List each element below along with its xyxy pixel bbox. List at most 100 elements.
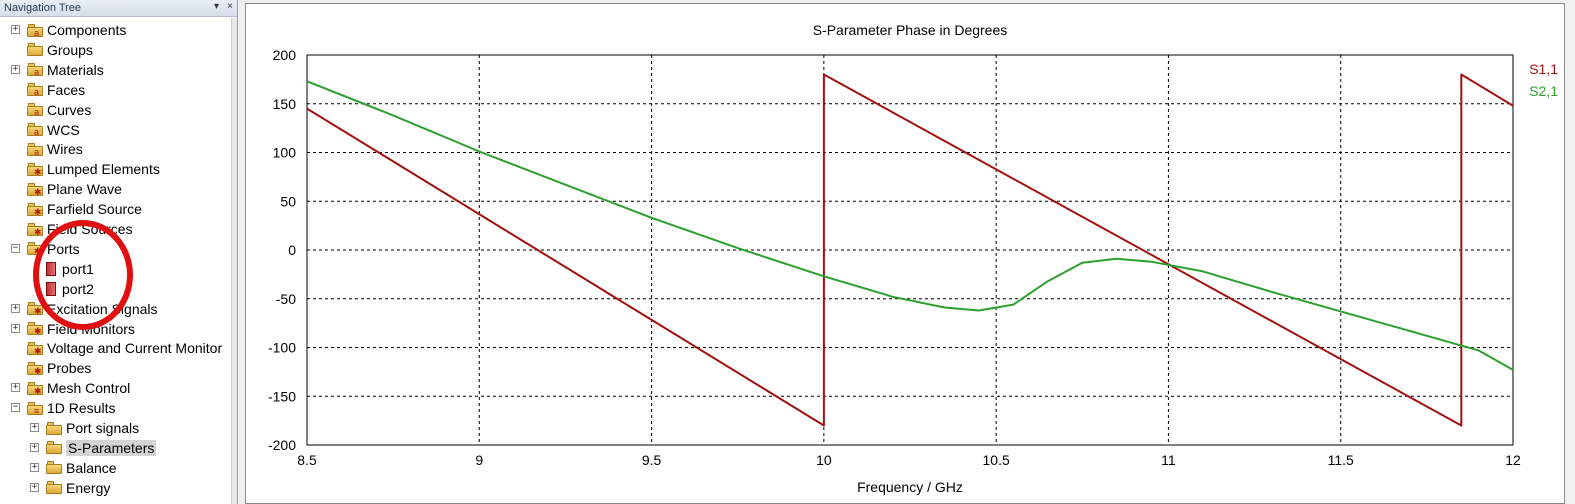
tree-item-balance[interactable]: + Balance: [30, 458, 117, 478]
folder-icon: a: [27, 142, 43, 156]
folder-icon: a: [27, 23, 43, 37]
tree-item-label: Excitation Signals: [47, 300, 158, 317]
folder-icon: ✱: [27, 182, 43, 196]
y-tick-label: -100: [268, 340, 296, 356]
x-tick-label: 11: [1161, 452, 1176, 468]
tree-item-label: WCS: [47, 121, 80, 138]
folder-icon: [46, 461, 62, 475]
expand-icon[interactable]: +: [11, 24, 20, 34]
collapse-icon[interactable]: −: [11, 242, 20, 253]
tree-item-excitation-signals[interactable]: + ✱ Excitation Signals: [11, 299, 158, 319]
tree-item-wcs[interactable]: a WCS: [27, 120, 80, 140]
tree-item-label: Voltage and Current Monitor: [47, 340, 223, 357]
navigation-tree-panel: Navigation Tree ▾ × + a Components Groups + a…: [0, 0, 238, 504]
tree-item-farfield-source[interactable]: ✱ Farfield Source: [27, 199, 142, 219]
chart-svg: 8.5 9 9.5 10 10.5 11 11.5 12 200 150 100 50 0 -50 -100…: [268, 22, 1558, 495]
x-tick-label: 9.5: [642, 452, 662, 468]
tree-item-groups[interactable]: Groups: [27, 40, 93, 60]
expand-icon[interactable]: +: [11, 322, 20, 333]
y-tick-label: -200: [268, 437, 296, 453]
tree-item-lumped-elements[interactable]: ✱ Lumped Elements: [27, 159, 160, 179]
tree-item-energy[interactable]: + Energy: [30, 478, 110, 498]
y-tick-label: 0: [288, 242, 296, 258]
folder-icon: ✱: [27, 361, 43, 375]
tree-item-wires[interactable]: a Wires: [27, 139, 83, 159]
port-icon: [46, 281, 56, 296]
tree-item-plane-wave[interactable]: ✱ Plane Wave: [27, 179, 122, 199]
expand-icon[interactable]: +: [30, 441, 39, 452]
tree-item-label: Plane Wave: [47, 181, 122, 198]
x-tick-label: 8.5: [297, 452, 317, 468]
y-tick-label: 150: [273, 96, 297, 112]
tree-item-materials[interactable]: + a Materials: [11, 60, 104, 80]
tree-item-label: Ports: [47, 240, 80, 257]
folder-icon: [46, 421, 62, 435]
tree-item-label: Wires: [47, 141, 83, 158]
tree-item-label: Port signals: [66, 420, 140, 436]
series-line-S1-1: [306, 73, 1514, 427]
folder-icon: a: [27, 83, 43, 97]
x-tick-label: 11.5: [1328, 452, 1354, 468]
y-tick-label: 200: [273, 47, 297, 63]
tree-item-label: Faces: [47, 81, 86, 98]
x-tick-label: 9: [475, 452, 483, 468]
expand-icon[interactable]: +: [30, 461, 39, 472]
folder-icon: a: [27, 123, 43, 137]
folder-icon: ✱: [27, 202, 43, 216]
tree-item-1d-results[interactable]: − ≡ 1D Results: [11, 398, 116, 418]
collapse-icon[interactable]: −: [11, 402, 20, 413]
folder-icon: ≡: [27, 401, 43, 415]
navigation-tree-header: Navigation Tree ▾ ×: [0, 0, 237, 17]
tree-item-label: Materials: [47, 61, 104, 78]
y-tick-label: 100: [273, 145, 297, 161]
tree-item-label: S-Parameters: [66, 439, 157, 456]
x-tick-label: 12: [1505, 452, 1521, 468]
tree-item-curves[interactable]: a Curves: [27, 100, 91, 120]
close-icon[interactable]: ×: [227, 1, 233, 12]
tree-item-label: Curves: [47, 101, 92, 118]
x-axis-label: Frequency / GHz: [857, 479, 963, 495]
tree-item-s-parameters[interactable]: + S-Parameters: [30, 438, 157, 458]
expand-icon[interactable]: +: [30, 481, 39, 492]
dropdown-icon[interactable]: ▾: [213, 1, 219, 12]
expand-icon[interactable]: +: [11, 63, 20, 74]
y-tick-label: 50: [280, 193, 296, 209]
folder-icon: ✱: [27, 302, 43, 316]
tree-item-faces[interactable]: a Faces: [27, 80, 85, 100]
tree-item-label: port1: [62, 260, 94, 277]
expand-icon[interactable]: +: [30, 422, 39, 432]
vertical-scrollbar[interactable]: [231, 18, 237, 504]
plot-frame: [306, 54, 1514, 446]
y-tick-label: -50: [276, 291, 296, 307]
x-tick-label: 10: [816, 452, 832, 468]
tree-item-label: Farfield Source: [47, 201, 142, 218]
tree-item-label: Probes: [47, 360, 92, 377]
tree-item-probes[interactable]: ✱ Probes: [27, 358, 91, 378]
tree-item-label: Mesh Control: [47, 380, 131, 397]
tree-item-port1[interactable]: port1: [46, 259, 94, 279]
tree-item-components[interactable]: + a Components: [11, 20, 127, 40]
plot-panel: 8.5 9 9.5 10 10.5 11 11.5 12 200 150 100 50 0 -50 -100…: [245, 3, 1565, 504]
legend-entry: S1,1: [1529, 61, 1558, 77]
tree-item-voltage-and-current-monitor[interactable]: ✱ Voltage and Current Monitor: [27, 338, 222, 358]
tree-item-label: Lumped Elements: [47, 161, 160, 178]
folder-icon: ✱: [27, 381, 43, 395]
tree-item-port-signals[interactable]: + Port signals: [30, 418, 140, 438]
folder-icon: ✱: [27, 322, 43, 336]
expand-icon[interactable]: +: [11, 302, 20, 313]
folder-icon: ✱: [27, 341, 43, 355]
folder-icon: ✱: [27, 222, 43, 236]
x-tick-label: 10.5: [983, 452, 1010, 468]
tree-item-label: Groups: [47, 41, 93, 58]
folder-icon: ✱: [27, 162, 43, 176]
tree-item-port2[interactable]: port2: [46, 279, 94, 299]
legend-entry: S2,1: [1529, 83, 1558, 99]
y-tick-label: -150: [268, 388, 296, 404]
tree-item-label: Components: [47, 22, 127, 38]
tree-item-label: 1D Results: [47, 400, 116, 417]
tree-item-mesh-control[interactable]: + ✱ Mesh Control: [11, 378, 131, 398]
annotation-circle: [33, 220, 133, 330]
expand-icon[interactable]: +: [11, 382, 20, 393]
folder-icon: a: [27, 103, 43, 117]
tree-item-label: Balance: [66, 459, 117, 476]
